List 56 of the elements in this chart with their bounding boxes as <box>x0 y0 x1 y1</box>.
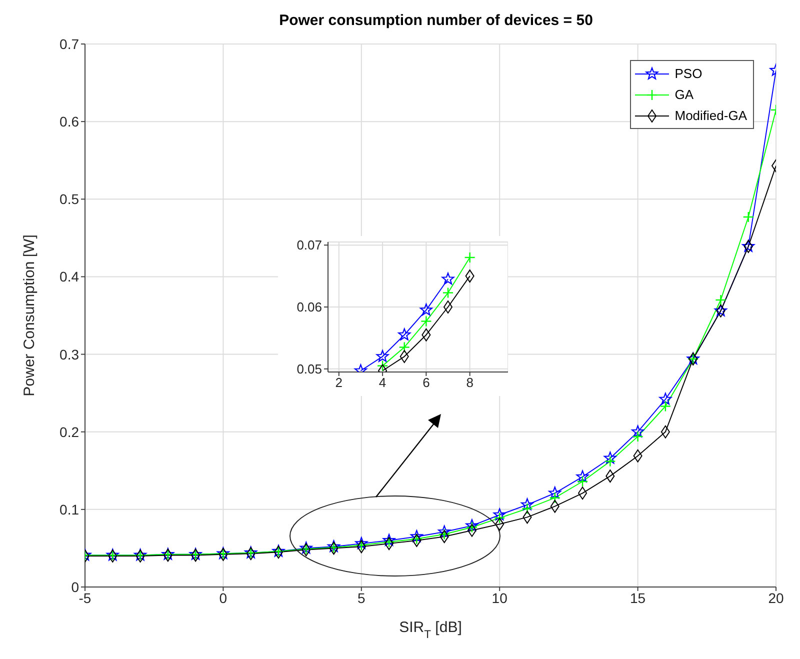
legend-label: Modified-GA <box>674 108 747 123</box>
point <box>410 530 423 542</box>
point <box>382 534 396 546</box>
x-tick-label: 10 <box>492 590 508 606</box>
legend-label: PSO <box>674 66 702 81</box>
point <box>440 530 449 544</box>
point <box>467 524 476 537</box>
point <box>422 328 431 342</box>
point <box>606 470 615 483</box>
y-tick-label: 0.7 <box>60 36 80 52</box>
x-tick-label: 6 <box>422 375 430 390</box>
x-tick-label: 4 <box>378 375 386 390</box>
x-tick-label: -5 <box>78 590 92 606</box>
x-axis-title: SIR$_{T}$ [dB] <box>399 619 462 641</box>
point <box>660 425 670 438</box>
x-tick-label: 5 <box>358 590 366 606</box>
point <box>466 519 478 532</box>
y-tick-label: 0.4 <box>60 268 80 285</box>
point <box>522 510 532 524</box>
point <box>520 498 534 510</box>
y-tick-label: 0 <box>71 578 80 595</box>
x-tick-label: 2 <box>335 375 343 390</box>
point <box>633 449 642 462</box>
point <box>398 328 411 340</box>
chart-title: Power consumption number of devices = 50 <box>278 12 594 29</box>
y-tick-label: 0.07 <box>296 238 322 253</box>
legend-label: GA <box>674 87 694 102</box>
point <box>576 470 589 482</box>
point <box>384 537 394 550</box>
point <box>550 500 560 513</box>
x-tick-label: 0 <box>219 590 228 606</box>
point <box>548 486 562 499</box>
point <box>493 508 506 520</box>
point <box>376 350 389 362</box>
y-tick-label: 0.1 <box>60 501 80 518</box>
point <box>400 350 409 364</box>
point <box>578 486 588 500</box>
point <box>632 425 644 438</box>
y-tick-label: 0.06 <box>296 300 322 315</box>
point <box>438 525 451 538</box>
y-tick-label: 0.6 <box>60 114 80 130</box>
point <box>604 452 616 464</box>
x-tick-label: 15 <box>630 590 646 606</box>
point <box>442 272 454 285</box>
point <box>465 270 474 283</box>
x-tick-label: 20 <box>768 590 784 606</box>
y-tick-label: 0.3 <box>60 346 80 362</box>
y-axis-title: Power Consumption [W] <box>21 234 38 396</box>
point <box>420 304 432 316</box>
y-tick-label: 0.05 <box>296 362 322 377</box>
y-tick-label: 0.5 <box>60 191 80 208</box>
point <box>495 518 504 531</box>
point <box>355 537 368 549</box>
point <box>659 392 672 405</box>
x-tick-label: 8 <box>466 375 474 390</box>
y-tick-label: 0.2 <box>60 424 80 440</box>
